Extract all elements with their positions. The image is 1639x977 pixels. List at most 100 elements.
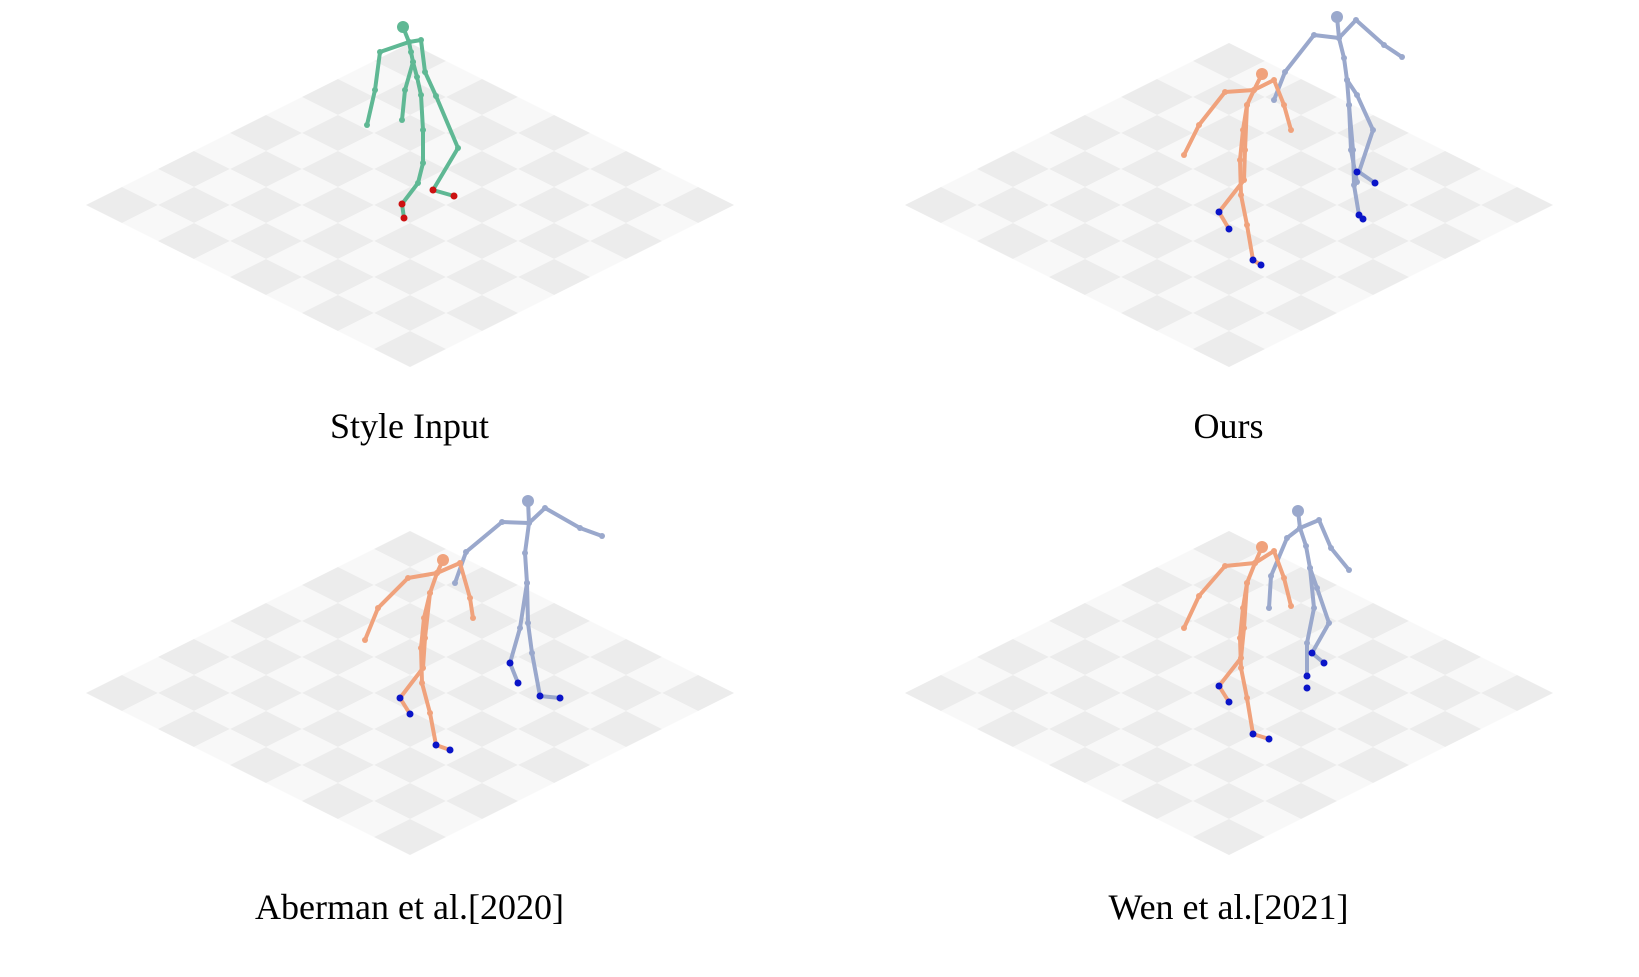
joint <box>1353 17 1359 23</box>
joint <box>457 560 463 566</box>
foot-contact-joint <box>429 186 437 194</box>
foot-contact-joint <box>1225 225 1233 233</box>
joint <box>372 87 378 93</box>
foot-contact-joint <box>1215 208 1223 216</box>
joint <box>525 620 531 626</box>
foot-contact-joint <box>1303 684 1311 692</box>
joint <box>414 74 420 80</box>
bone <box>1267 526 1302 609</box>
floor-tile <box>374 819 446 855</box>
bone <box>1182 88 1255 156</box>
caption-wen: Wen et al.[2021] <box>1108 887 1349 927</box>
joint <box>1271 77 1277 83</box>
joint <box>1314 585 1320 591</box>
foot-contact-joint <box>1371 179 1379 187</box>
joint <box>1242 147 1248 153</box>
foot-contact-joint <box>1249 730 1257 738</box>
foot-contact-joint <box>506 659 514 667</box>
head-joint <box>1256 68 1268 80</box>
joint <box>427 710 433 716</box>
joint <box>522 550 528 556</box>
joint <box>1237 157 1243 163</box>
joint <box>1252 560 1258 566</box>
foot-contact-joint <box>398 200 406 208</box>
floor-tile <box>1193 819 1265 855</box>
foot-contact-joint <box>1257 261 1265 269</box>
joint <box>1238 655 1244 661</box>
panel-aberman: Aberman et al.[2020] <box>0 488 819 976</box>
bone <box>1337 18 1404 59</box>
joint <box>1244 580 1250 586</box>
joint <box>1271 97 1277 103</box>
joint <box>420 127 426 133</box>
joint <box>1222 563 1228 569</box>
joint <box>542 505 548 511</box>
joint <box>1244 695 1250 701</box>
joint <box>415 180 421 186</box>
skeleton-output <box>1266 505 1352 692</box>
joint <box>452 580 458 586</box>
bone <box>1272 33 1340 101</box>
bone <box>436 561 475 619</box>
head-joint <box>397 21 409 33</box>
joint <box>427 590 433 596</box>
joint <box>1241 177 1247 183</box>
foot-contact-joint <box>556 694 564 702</box>
joint <box>1326 620 1332 626</box>
joint <box>418 37 424 43</box>
joint <box>362 637 368 643</box>
joint <box>1346 567 1352 573</box>
scene-ours <box>905 11 1553 367</box>
foot-contact-joint <box>1359 215 1367 223</box>
joint <box>1311 32 1317 38</box>
checkerboard-floor <box>905 43 1553 367</box>
joint <box>1268 573 1274 579</box>
foot-contact-joint <box>1353 168 1361 176</box>
foot-contact-joint <box>1215 682 1223 690</box>
joint <box>1354 92 1360 98</box>
skeleton-content <box>362 554 476 754</box>
joint <box>529 650 535 656</box>
bone <box>523 500 561 700</box>
joint <box>405 575 411 581</box>
caption-ours: Ours <box>1193 406 1264 446</box>
joint <box>1281 102 1287 108</box>
joint <box>1238 192 1244 198</box>
panel-style-input: Style Input <box>0 0 819 488</box>
joint <box>1341 55 1347 61</box>
joint <box>1288 603 1294 609</box>
skeleton-output <box>1271 11 1405 223</box>
foot-contact-joint <box>1265 735 1273 743</box>
foot-contact-joint <box>514 679 522 687</box>
joint <box>463 549 469 555</box>
joint <box>1282 69 1288 75</box>
joint <box>419 680 425 686</box>
head-joint <box>522 495 534 507</box>
joint <box>1241 625 1247 631</box>
bone <box>365 40 410 126</box>
bone <box>1253 78 1293 131</box>
joint <box>422 69 428 75</box>
joint <box>599 533 605 539</box>
joint <box>1251 87 1257 93</box>
head-joint <box>437 554 449 566</box>
bone <box>1305 567 1316 676</box>
joint <box>1348 147 1354 153</box>
joint <box>377 49 383 55</box>
joint <box>1381 42 1387 48</box>
joint <box>1281 575 1287 581</box>
joint <box>1181 625 1187 631</box>
head-joint <box>1292 505 1304 517</box>
joint <box>1244 222 1250 228</box>
joint <box>433 93 439 99</box>
joint <box>375 605 381 611</box>
scene-wen <box>905 505 1553 855</box>
joint <box>577 525 583 531</box>
floor-tile <box>1193 331 1265 367</box>
joint <box>1354 179 1360 185</box>
joint <box>399 117 405 123</box>
joint <box>1196 593 1202 599</box>
foot-contact-joint <box>446 746 454 754</box>
scene-style-input <box>86 21 734 367</box>
foot-contact-joint <box>406 710 414 718</box>
